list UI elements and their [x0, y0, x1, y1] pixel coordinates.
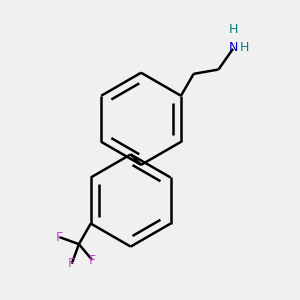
- Text: N: N: [228, 41, 238, 54]
- Text: F: F: [56, 230, 63, 244]
- Text: H: H: [228, 23, 238, 36]
- Text: F: F: [68, 257, 75, 270]
- Text: F: F: [89, 254, 96, 267]
- Text: H: H: [240, 41, 249, 54]
